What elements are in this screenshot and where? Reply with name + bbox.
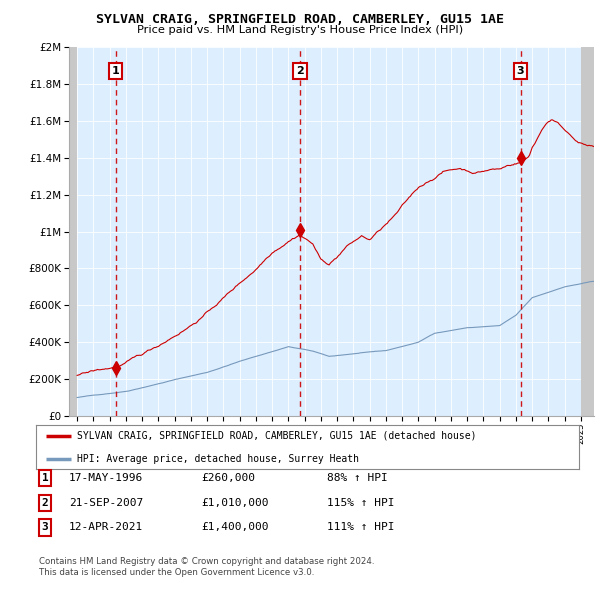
Text: 2: 2 bbox=[296, 66, 304, 76]
Text: This data is licensed under the Open Government Licence v3.0.: This data is licensed under the Open Gov… bbox=[39, 568, 314, 577]
Text: 17-MAY-1996: 17-MAY-1996 bbox=[69, 473, 143, 483]
Text: 21-SEP-2007: 21-SEP-2007 bbox=[69, 498, 143, 507]
Text: 3: 3 bbox=[41, 523, 49, 532]
Text: 12-APR-2021: 12-APR-2021 bbox=[69, 523, 143, 532]
Text: 88% ↑ HPI: 88% ↑ HPI bbox=[327, 473, 388, 483]
Text: Price paid vs. HM Land Registry's House Price Index (HPI): Price paid vs. HM Land Registry's House … bbox=[137, 25, 463, 35]
Text: Contains HM Land Registry data © Crown copyright and database right 2024.: Contains HM Land Registry data © Crown c… bbox=[39, 558, 374, 566]
Text: 1: 1 bbox=[112, 66, 119, 76]
Text: 111% ↑ HPI: 111% ↑ HPI bbox=[327, 523, 395, 532]
Text: SYLVAN CRAIG, SPRINGFIELD ROAD, CAMBERLEY, GU15 1AE: SYLVAN CRAIG, SPRINGFIELD ROAD, CAMBERLE… bbox=[96, 13, 504, 26]
Text: £1,400,000: £1,400,000 bbox=[201, 523, 269, 532]
Text: 1: 1 bbox=[41, 473, 49, 483]
Text: £1,010,000: £1,010,000 bbox=[201, 498, 269, 507]
Bar bbox=[581, 47, 600, 416]
Text: £260,000: £260,000 bbox=[201, 473, 255, 483]
Text: SYLVAN CRAIG, SPRINGFIELD ROAD, CAMBERLEY, GU15 1AE (detached house): SYLVAN CRAIG, SPRINGFIELD ROAD, CAMBERLE… bbox=[77, 431, 476, 441]
Text: 2: 2 bbox=[41, 498, 49, 507]
Text: 3: 3 bbox=[517, 66, 524, 76]
Text: 115% ↑ HPI: 115% ↑ HPI bbox=[327, 498, 395, 507]
Text: HPI: Average price, detached house, Surrey Heath: HPI: Average price, detached house, Surr… bbox=[77, 454, 359, 464]
Bar bbox=[69, 47, 77, 416]
